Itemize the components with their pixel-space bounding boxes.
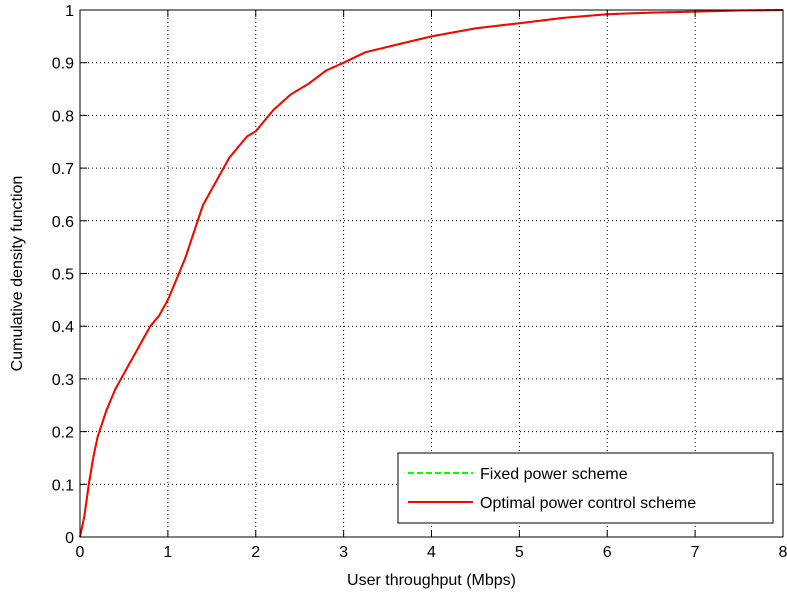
series-line-optimal-power xyxy=(79,9,784,538)
y-tick-label: 0 xyxy=(65,530,74,547)
legend: Fixed power scheme Optimal power control… xyxy=(397,452,774,524)
legend-entry-optimal-power: Optimal power control scheme xyxy=(480,495,696,512)
y-tick-labels: 0 0.1 0.2 0.3 0.4 0.5 0.6 0.7 0.8 0.9 1 xyxy=(52,3,74,547)
plot-area xyxy=(80,10,783,537)
x-axis-label: User throughput (Mbps) xyxy=(347,572,516,589)
x-tick-label: 7 xyxy=(691,544,700,561)
y-tick-label: 0.2 xyxy=(52,425,74,442)
y-tick-label: 0.6 xyxy=(52,214,74,231)
legend-entry-fixed-power: Fixed power scheme xyxy=(480,466,628,483)
y-tick-label: 0.9 xyxy=(52,56,74,73)
x-tick-label: 3 xyxy=(339,544,348,561)
x-tick-label: 5 xyxy=(515,544,524,561)
x-tick-label: 1 xyxy=(163,544,172,561)
x-tick-label: 2 xyxy=(251,544,260,561)
y-tick-label: 0.3 xyxy=(52,372,74,389)
x-tick-label: 4 xyxy=(427,544,436,561)
x-tick-labels: 0 1 2 3 4 5 6 7 8 xyxy=(76,544,787,561)
x-tick-label: 6 xyxy=(603,544,612,561)
y-tick-label: 0.4 xyxy=(52,319,74,336)
series-layer xyxy=(79,9,784,538)
y-tick-label: 1 xyxy=(65,3,74,20)
y-tick-label: 0.8 xyxy=(52,108,74,125)
y-tick-label: 0.5 xyxy=(52,267,74,284)
y-axis-label: Cumulative density function xyxy=(9,176,26,372)
legend-box xyxy=(397,452,774,524)
tick-marks xyxy=(79,9,784,538)
y-tick-label: 0.7 xyxy=(52,161,74,178)
x-tick-label: 0 xyxy=(76,544,85,561)
y-tick-label: 0.1 xyxy=(52,477,74,494)
x-tick-label: 8 xyxy=(779,544,787,561)
